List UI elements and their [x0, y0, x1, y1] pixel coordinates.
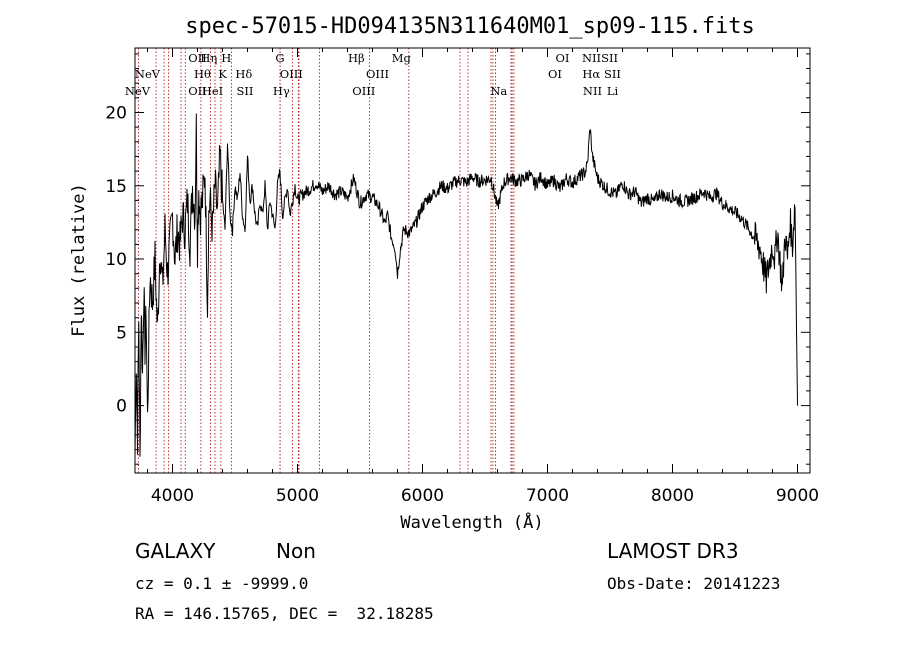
line-label-0: OII	[188, 51, 207, 65]
x-tick-label: 8000	[651, 486, 694, 506]
line-label-9: Hθ	[194, 67, 211, 81]
plot-area	[134, 113, 798, 458]
line-label-11: Hδ	[235, 67, 252, 81]
x-tick-label: 5000	[276, 486, 319, 506]
y-tick-label: 10	[105, 250, 127, 270]
x-tick-label: 9000	[776, 486, 819, 506]
class-label: GALAXY	[135, 539, 216, 563]
chart-title: spec-57015-HD094135N311640M01_sp09-115.f…	[185, 14, 755, 39]
line-label-3: G	[275, 51, 284, 65]
line-label-18: OII	[188, 84, 207, 98]
line-label-22: OIII	[352, 84, 375, 98]
line-label-7: NIISII	[582, 51, 618, 65]
line-label-10: K	[218, 67, 227, 81]
obsdate-label: Obs-Date: 20141223	[607, 574, 781, 593]
redshift-label: cz = 0.1 ± -9999.0	[135, 574, 309, 593]
line-label-20: SII	[237, 84, 254, 98]
line-label-2: H	[221, 51, 231, 65]
x-axis-ticks: 4000 5000 6000 7000 8000 9000	[147, 48, 819, 506]
y-tick-label: 15	[105, 177, 127, 197]
y-tick-label: 20	[105, 104, 127, 124]
line-label-13: OIII	[366, 67, 389, 81]
line-label-4: Hβ	[348, 51, 365, 65]
line-label-25: Li	[607, 84, 619, 98]
line-label-12: OIII	[280, 67, 303, 81]
line-label-1: Hη	[200, 51, 217, 65]
line-label-19: HeI	[202, 84, 223, 98]
subclass-label: Non	[276, 539, 316, 563]
x-axis-label: Wavelength (Å)	[400, 511, 543, 533]
y-axis-ticks: 0 5 10 15 20	[105, 53, 810, 465]
line-label-8: NeV	[135, 67, 161, 81]
line-markers	[137, 48, 515, 473]
line-label-21: Hγ	[273, 84, 290, 98]
x-tick-label: 6000	[401, 486, 444, 506]
line-label-17: NeV	[125, 84, 151, 98]
line-label-5: Mg	[392, 51, 412, 65]
x-tick-label: 7000	[526, 486, 569, 506]
x-tick-label: 4000	[151, 486, 194, 506]
line-label-15: Hα	[582, 67, 600, 81]
line-label-16: SII	[604, 67, 621, 81]
y-tick-label: 0	[116, 397, 127, 417]
line-label-23: Na	[490, 84, 507, 98]
plot-frame	[134, 47, 811, 474]
line-label-24: NII	[583, 84, 602, 98]
y-axis-label: Flux (relative)	[69, 183, 89, 337]
spectrum-line	[134, 113, 798, 458]
survey-label: LAMOST DR3	[607, 539, 739, 563]
radec-label: RA = 146.15765, DEC = 32.18285	[135, 604, 434, 623]
line-label-6: OI	[556, 51, 570, 65]
line-label-14: OI	[548, 67, 562, 81]
y-tick-label: 5	[116, 323, 127, 343]
